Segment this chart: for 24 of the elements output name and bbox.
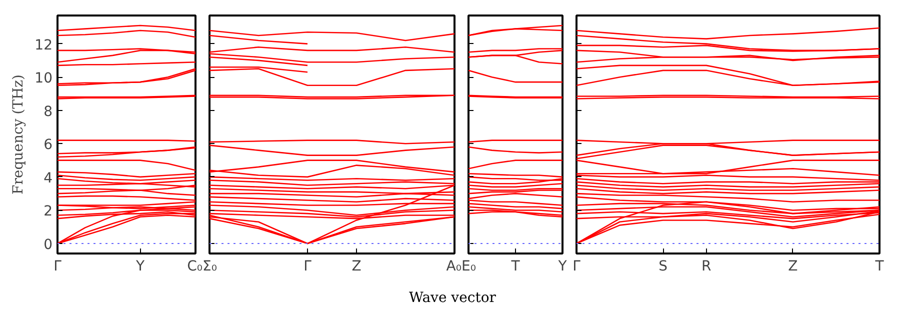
y-axis-title: Frequency (THz) — [10, 74, 27, 195]
y-tick-label: 10 — [34, 70, 53, 87]
y-tick-label: 2 — [44, 204, 53, 220]
x-tick-label: T — [510, 258, 520, 274]
y-tick-label: 8 — [44, 104, 53, 120]
x-tick-label: A₀ — [446, 258, 462, 274]
x-tick-label: Σ₀ — [202, 258, 218, 274]
x-tick-label: C₀ — [187, 258, 203, 274]
x-tick-label: Z — [352, 258, 362, 274]
x-tick-label: E₀ — [462, 258, 476, 274]
x-tick-label: Y — [557, 258, 568, 274]
x-tick-label: S — [658, 258, 668, 274]
x-tick-label: T — [874, 258, 884, 274]
y-tick-label: 0 — [44, 237, 53, 254]
y-tick-label: 6 — [44, 137, 53, 154]
y-tick-label: 4 — [44, 170, 53, 186]
y-tick-label: 12 — [34, 37, 53, 54]
x-tick-label: Γ — [304, 258, 312, 274]
x-tick-label: Z — [788, 258, 798, 274]
x-tick-label: Γ — [572, 258, 581, 274]
x-tick-label: R — [701, 258, 712, 274]
x-tick-label: Y — [135, 258, 146, 274]
x-axis-title: Wave vector — [409, 289, 496, 308]
x-tick-label: Γ — [54, 258, 62, 274]
